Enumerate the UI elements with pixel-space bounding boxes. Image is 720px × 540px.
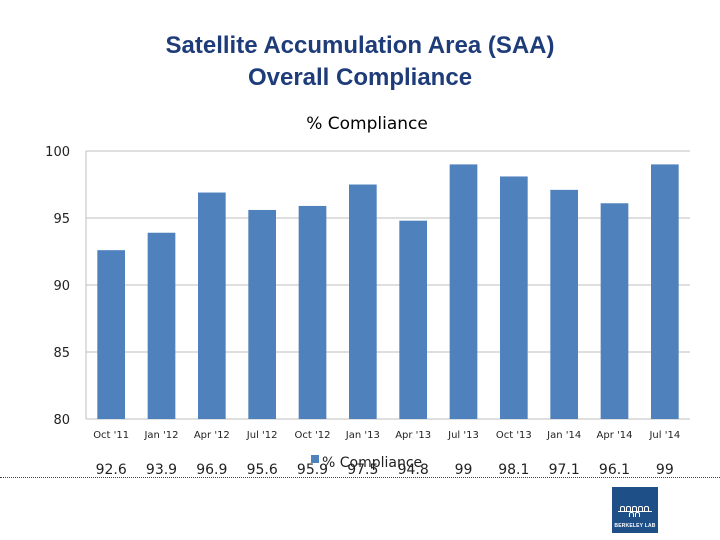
x-tick-label: Jan '13 [345, 430, 380, 441]
x-tick-label: Apr '12 [194, 430, 230, 441]
footer-divider [0, 477, 720, 478]
x-tick-label: Jul '12 [246, 430, 278, 441]
bar [348, 184, 377, 419]
chart-bars [97, 164, 679, 419]
bar [147, 232, 176, 419]
data-label: 93.9 [146, 462, 177, 478]
y-tick-label: 95 [53, 212, 70, 227]
bar [248, 209, 277, 419]
x-tick-label: Jul '13 [447, 430, 479, 441]
chart-gridlines [85, 150, 690, 420]
slide-title: Satellite Accumulation Area (SAA) Overal… [0, 30, 720, 94]
x-tick-label: Jan '14 [546, 430, 581, 441]
bar [97, 250, 126, 419]
x-tick-label: Jan '12 [143, 430, 178, 441]
y-tick-label: 100 [45, 145, 70, 160]
data-label: 96.9 [196, 462, 227, 478]
berkeley-lab-logo: BERKELEY LAB [612, 487, 658, 533]
data-label: 95.6 [247, 462, 278, 478]
legend-swatch [311, 455, 319, 463]
data-label: 99 [656, 462, 674, 478]
legend-label: % Compliance [322, 455, 422, 471]
data-label: 97.5 [347, 462, 378, 478]
slide-title-line-1: Satellite Accumulation Area (SAA) [165, 32, 555, 59]
x-tick-label: Apr '13 [395, 430, 431, 441]
logo-arches-icon [618, 505, 652, 517]
y-axis-ticks: 80 85 90 95 100 [45, 145, 70, 428]
y-tick-label: 90 [53, 279, 70, 294]
data-label: 95.9 [297, 462, 328, 478]
logo-text: BERKELEY LAB [614, 523, 656, 529]
y-tick-label: 80 [53, 413, 70, 428]
bar [600, 203, 629, 419]
data-label: 94.8 [398, 462, 429, 478]
chart-legend: % Compliance [311, 455, 422, 471]
x-tick-label: Jul '14 [648, 430, 680, 441]
bar [650, 164, 679, 419]
slide-title-line-2: Overall Compliance [247, 64, 473, 91]
x-axis-ticks: Oct '11 Jan '12 Apr '12 Jul '12 Oct '12 Jan '… [93, 430, 680, 441]
data-label: 92.6 [96, 462, 127, 478]
data-label: 98.1 [498, 462, 529, 478]
data-table-values: 92.6 93.9 96.9 95.6 95.9 97.5 94.8 99 98.1 97.1 96… [96, 462, 674, 478]
data-label: 96.1 [599, 462, 630, 478]
compliance-bar-chart: % Compliance 80 85 90 95 100 Oct '11 Jan '12 A… [45, 114, 690, 478]
bar [449, 164, 478, 419]
y-tick-label: 85 [53, 346, 70, 361]
x-tick-label: Oct '12 [295, 430, 331, 441]
x-tick-label: Apr '14 [597, 430, 633, 441]
bar [197, 192, 226, 419]
bar [550, 189, 579, 419]
bar [298, 205, 327, 419]
x-tick-label: Oct '13 [496, 430, 532, 441]
bar [399, 220, 428, 419]
x-tick-label: Oct '11 [93, 430, 129, 441]
bar [499, 176, 528, 419]
data-label: 97.1 [549, 462, 580, 478]
chart-title: % Compliance [306, 114, 428, 134]
data-label: 99 [455, 462, 473, 478]
